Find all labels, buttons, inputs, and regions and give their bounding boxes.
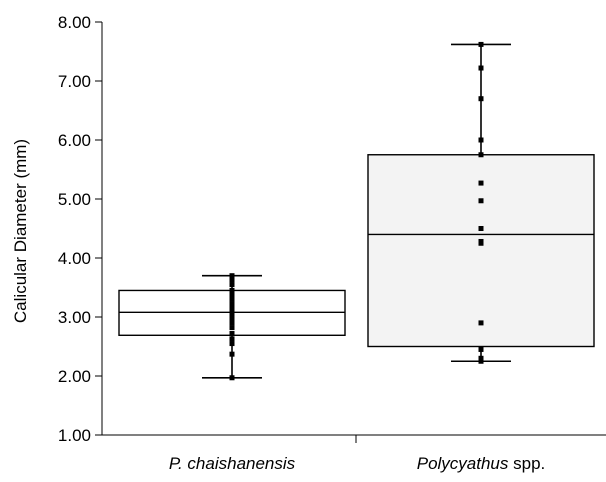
category-label-rest: spp. [508, 454, 545, 473]
box-group [118, 273, 346, 381]
data-point [478, 226, 484, 231]
data-point [229, 351, 235, 357]
data-point [478, 358, 484, 364]
y-tick-label: 1.00 [58, 426, 91, 445]
y-tick-label: 7.00 [58, 72, 91, 91]
data-point [478, 152, 484, 158]
category-label: Polycyathus spp. [417, 454, 546, 473]
data-point [229, 287, 235, 293]
data-point [478, 180, 484, 186]
data-point [229, 320, 235, 326]
data-point [478, 137, 484, 143]
y-tick-label: 5.00 [58, 190, 91, 209]
y-tick-label: 3.00 [58, 308, 91, 327]
data-point [229, 305, 235, 311]
data-point [229, 308, 235, 314]
axes: 1.00 2.00 3.00 4.00 5.00 6.00 7.00 8.00 [58, 13, 606, 445]
category-label-italic: Polycyathus [417, 454, 509, 473]
iqr-box [367, 154, 595, 348]
category-label: P. chaishanensis [169, 454, 296, 473]
data-point [229, 296, 235, 302]
data-point [229, 277, 235, 283]
data-point [478, 65, 484, 71]
data-point [229, 375, 235, 381]
data-point [478, 96, 484, 102]
box-group [367, 41, 595, 364]
data-point [229, 336, 235, 342]
data-point [229, 331, 235, 337]
data-point [478, 346, 484, 352]
data-point [229, 292, 235, 298]
data-point [478, 238, 484, 244]
data-point [229, 325, 235, 331]
data-point [478, 41, 484, 47]
data-point [478, 355, 484, 361]
y-tick-label: 2.00 [58, 367, 91, 386]
y-tick-label: 6.00 [58, 131, 91, 150]
y-tick-label: 4.00 [58, 249, 91, 268]
data-point [229, 315, 235, 321]
data-point [229, 301, 235, 307]
data-point [229, 311, 235, 317]
data-point [478, 320, 484, 326]
data-point [229, 282, 235, 288]
data-point [229, 341, 235, 347]
category-label-italic: P. chaishanensis [169, 454, 296, 473]
data-point [478, 198, 484, 204]
y-axis-title: Calicular Diameter (mm) [11, 139, 30, 323]
data-point [229, 273, 235, 279]
plot-marks [118, 41, 595, 381]
category-labels: P. chaishanensis Polycyathus spp. [169, 454, 545, 473]
y-tick-label: 8.00 [58, 13, 91, 32]
